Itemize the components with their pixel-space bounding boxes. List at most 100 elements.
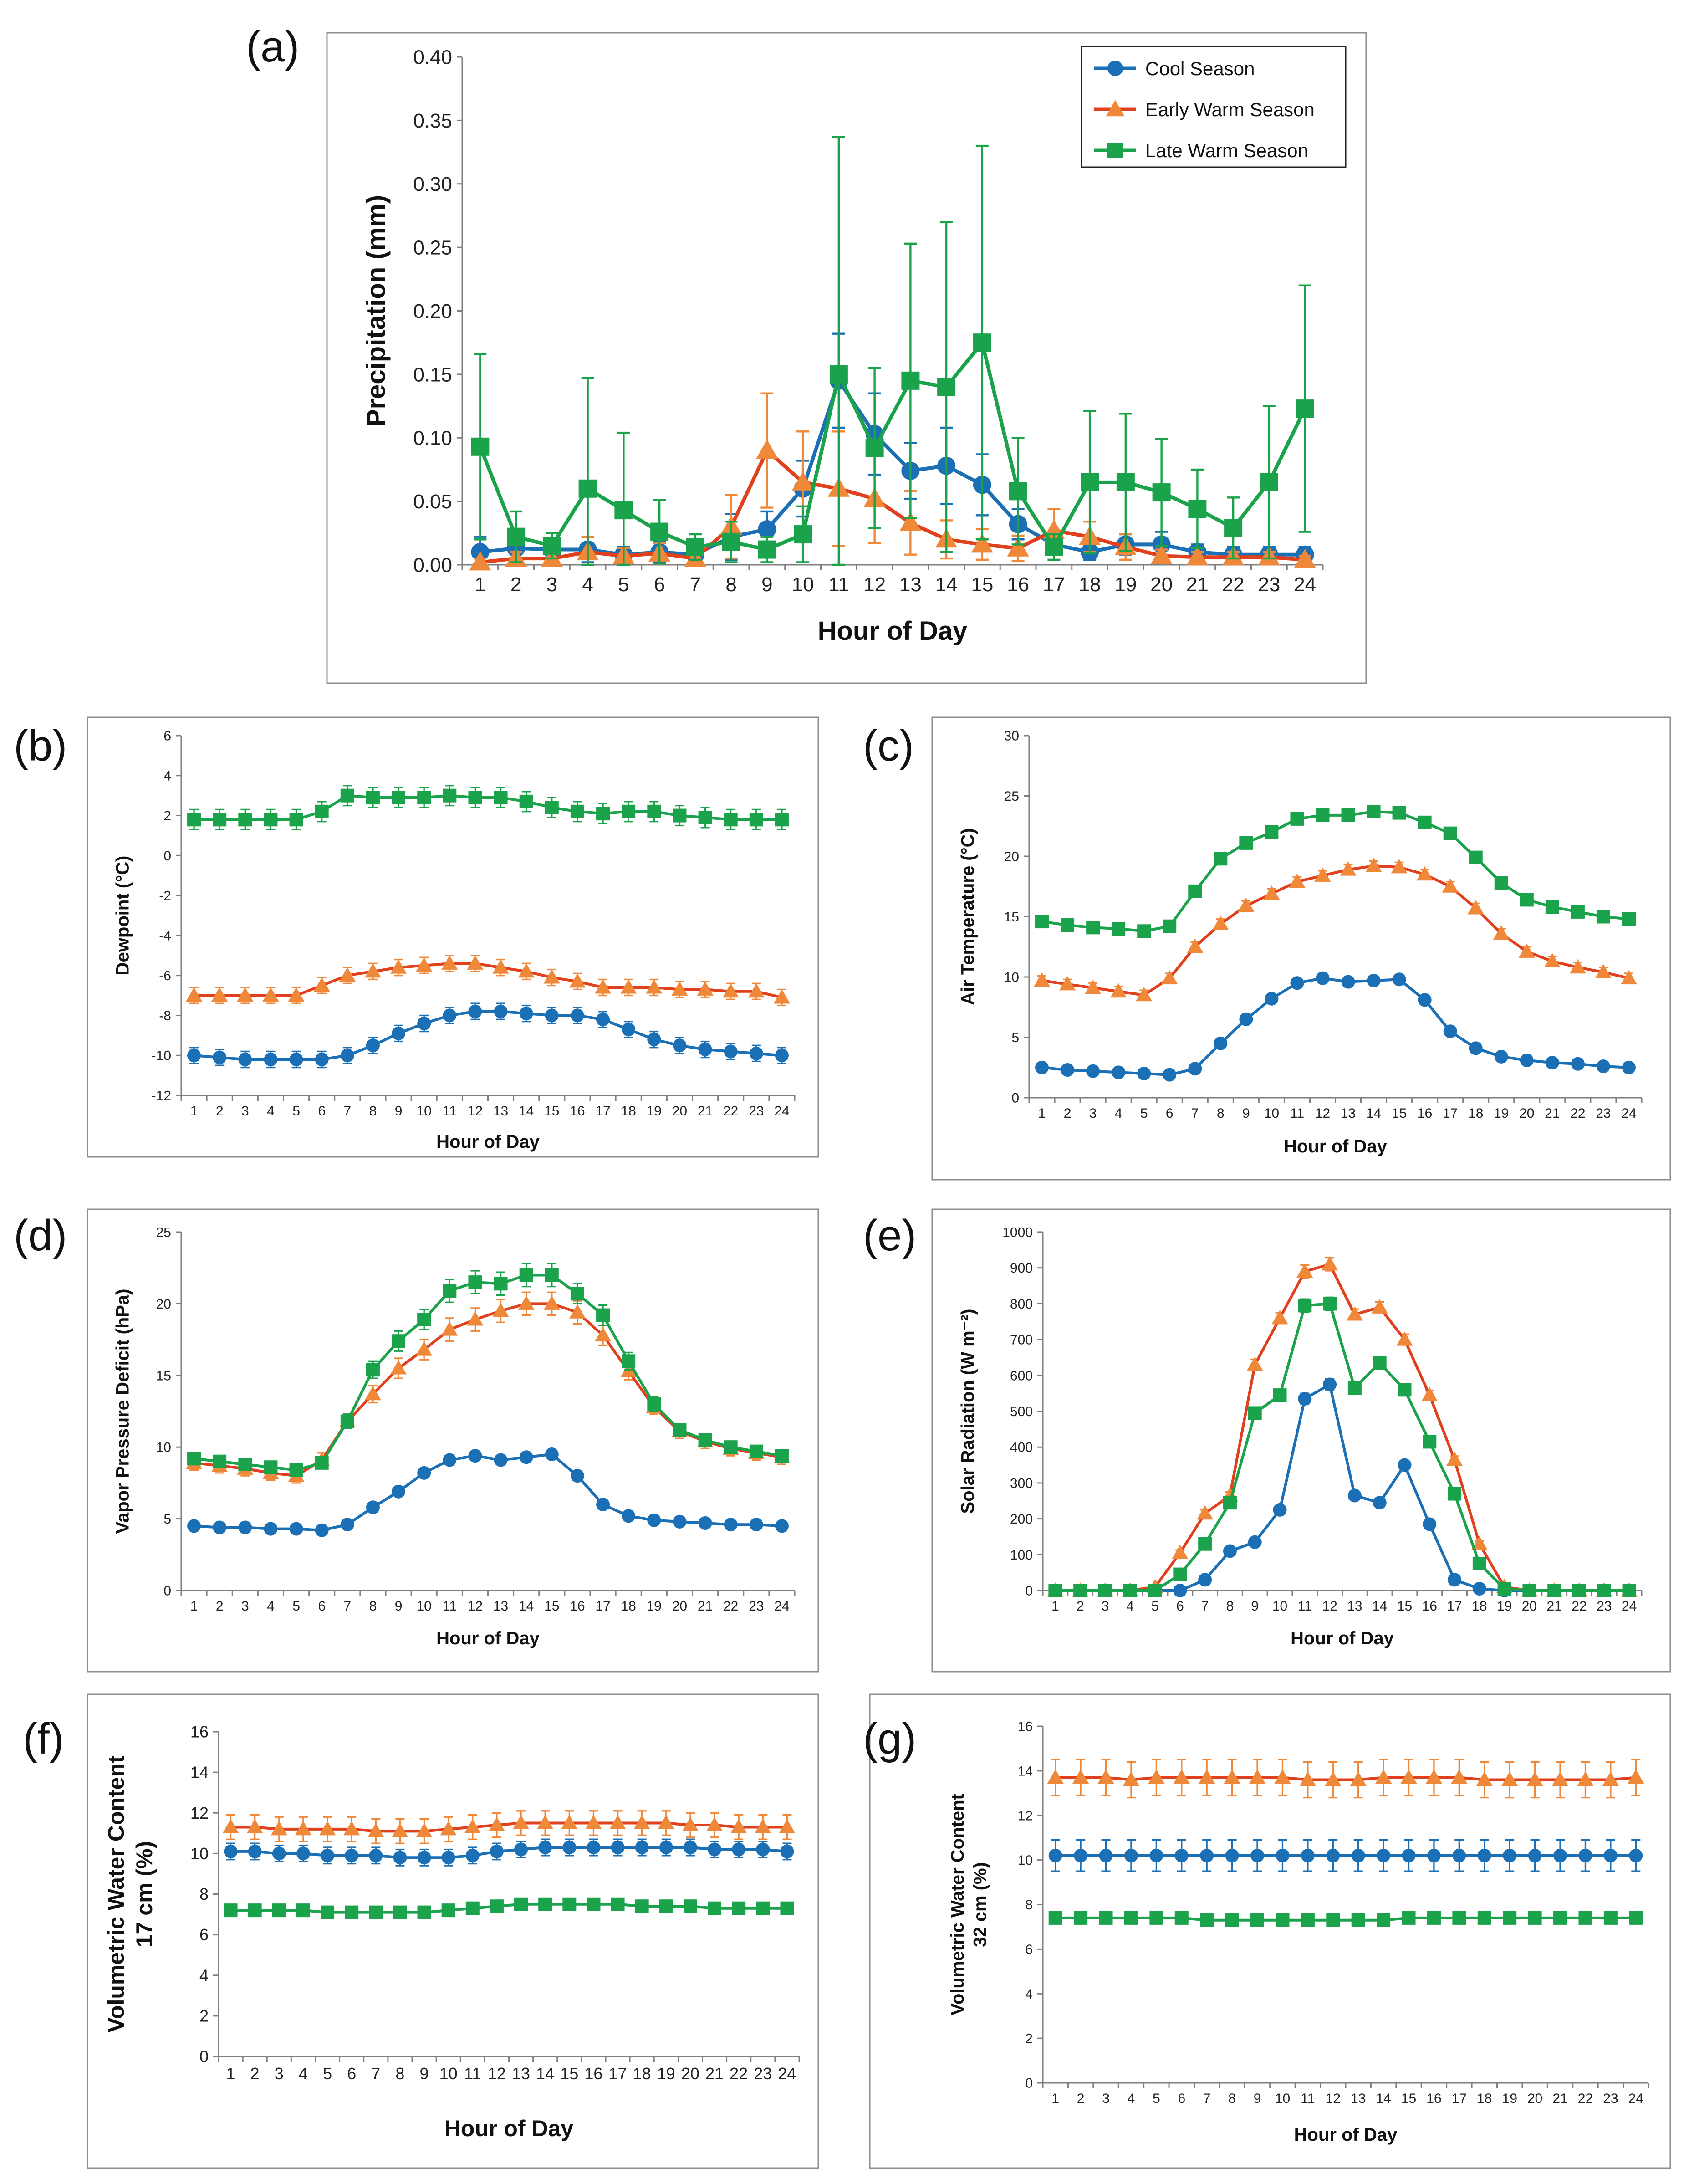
data-point [562,1897,577,1911]
data-point [1392,972,1406,987]
data-point [1136,987,1153,1002]
y-tick-label: 6 [163,729,171,744]
data-point [366,1363,380,1377]
data-point [211,987,228,1002]
data-point [237,987,254,1002]
data-point [321,1905,335,1919]
data-point [756,1842,770,1857]
y-tick-label: 700 [1010,1333,1033,1348]
x-tick-label: 12 [1326,2091,1341,2106]
data-point [1545,1056,1559,1070]
data-point [1248,1535,1262,1549]
x-tick-label: 7 [1201,1599,1209,1614]
data-point [443,1008,457,1023]
data-point [538,1897,552,1911]
data-point [1326,1848,1340,1862]
data-point [775,1449,789,1463]
x-tick-label: 14 [935,573,958,596]
data-point [659,1841,673,1855]
x-tick-label: 20 [1527,2091,1542,2106]
data-point [1518,943,1535,958]
x-tick-label: 19 [1497,1599,1512,1614]
x-tick-label: 2 [1077,2091,1085,2106]
x-tick-label: 9 [395,1104,403,1119]
panel-frame [931,716,1671,1181]
x-tick-label: 15 [560,2064,578,2083]
data-point [340,1414,354,1428]
data-point [758,520,776,538]
data-point [1520,893,1534,907]
error-bars [189,1291,786,1484]
x-tick-label: 22 [730,2064,748,2083]
data-point [749,1444,763,1458]
data-point [724,1518,738,1532]
data-point [1622,1060,1636,1074]
data-point [488,1816,505,1831]
data-point [1628,1769,1644,1784]
data-point [1290,976,1304,990]
y-tick-label: 14 [1018,1764,1033,1779]
data-point [673,1514,687,1529]
data-point [1149,1911,1163,1925]
data-point [345,1848,359,1862]
data-point [494,1453,508,1467]
legend: Cool Season Early Warm Season Late Warm Se… [1081,46,1347,168]
data-point [1427,1848,1441,1862]
data-point [1544,953,1561,968]
data-point [609,1815,626,1830]
x-tick-label: 16 [1426,2091,1441,2106]
data-point [749,1046,763,1060]
x-tick-label: 16 [1422,1599,1437,1614]
data-point [289,1463,303,1477]
data-point [1173,1769,1190,1784]
data-point [1110,983,1127,998]
data-point [1396,1331,1413,1346]
data-point [393,1905,407,1919]
data-point [1597,1584,1611,1597]
data-point [340,788,354,803]
x-tick-label: 9 [420,2064,429,2083]
data-point [1273,1388,1287,1402]
error-bars [189,785,786,830]
data-point [1174,1911,1189,1925]
data-point [971,533,993,553]
data-point [647,804,661,818]
data-point [1198,1537,1212,1551]
x-tick-label: 2 [510,573,521,596]
data-point [213,1520,227,1534]
data-point [392,791,406,805]
data-point [1494,876,1508,890]
x-tick-label: 3 [546,573,557,596]
x-tick-label: 21 [1545,1106,1560,1121]
series-late-warm-season [187,785,789,830]
series-early-warm-season [186,1291,790,1484]
y-tick-label: 0 [199,2047,209,2066]
data-point [671,981,688,996]
x-tick-label: 18 [633,2064,651,2083]
x-tick-label: 23 [749,1104,764,1119]
series-cool-season [187,1447,789,1537]
x-tick-label: 19 [657,2064,675,2083]
panel-a: (a) 0.00 0.05 0.10 0.15 0.20 0.25 0.30 0.35 0.40 1… [246,22,1367,684]
data-point [543,969,560,984]
data-point [1493,925,1510,940]
data-point [1061,918,1075,932]
markers [186,1295,790,1482]
data-point [1073,1584,1087,1597]
data-point [673,1423,687,1437]
data-point [569,973,586,988]
x-tick-label: 12 [1315,1106,1330,1121]
data-point [1186,546,1209,566]
data-point [1198,1573,1212,1587]
y-axis-title-line2: 32 cm (%) [970,1862,990,1947]
data-point [1034,972,1051,987]
data-point [1629,1848,1643,1862]
data-point [596,807,610,821]
x-tick-label: 6 [347,2064,356,2083]
data-point [780,1844,794,1858]
y-tick-label: 2 [163,808,171,823]
y-tick-label: 20 [1004,849,1019,864]
y-tick-label: 25 [1004,789,1019,804]
